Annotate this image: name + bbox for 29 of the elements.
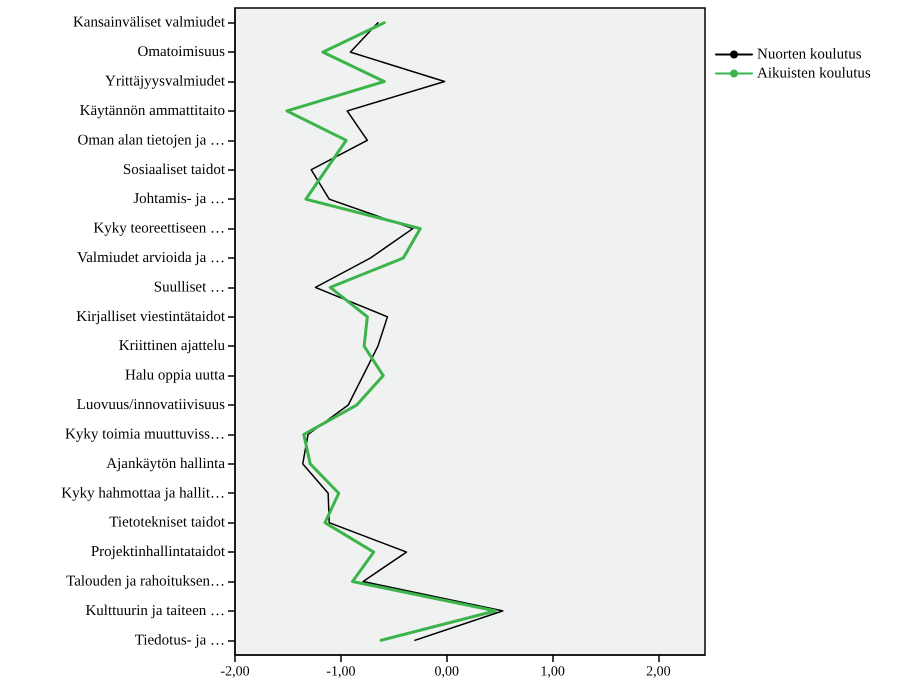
x-tick-label: -2,00 <box>220 664 250 680</box>
x-tick-label: 1,00 <box>540 664 565 680</box>
y-tick-label: Tiedotus- ja … <box>134 632 225 648</box>
y-tick-label: Omatoimisuus <box>137 44 226 60</box>
y-tick-label: Yrittäjyysvalmiudet <box>105 74 226 90</box>
y-tick-label: Valmiudet arvioida ja … <box>77 250 225 266</box>
legend-label: Nuorten koulutus <box>757 46 862 62</box>
y-tick-label: Luovuus/innovatiivisuus <box>76 397 226 414</box>
y-tick-label: Suulliset … <box>154 279 225 296</box>
y-tick-label: Käytännön ammattitaito <box>80 102 225 119</box>
y-tick-label: Tietotekniset taidot <box>109 514 226 531</box>
x-tick-label: 0,00 <box>434 664 459 680</box>
y-tick-label: Projektinhallintataidot <box>90 544 226 560</box>
y-tick-label: Ajankäytön hallinta <box>106 456 226 472</box>
y-tick-label: Kulttuurin ja taiteen … <box>85 602 225 619</box>
y-tick-label: Kyky toimia muuttuviss… <box>64 426 225 442</box>
x-tick-label: 2,00 <box>646 664 671 680</box>
y-tick-label: Talouden ja rahoituksen… <box>66 573 225 590</box>
legend-label: Aikuisten koulutus <box>757 66 871 82</box>
y-tick-label: Oman alan tietojen ja … <box>78 132 225 148</box>
y-tick-label: Sosiaaliset taidot <box>122 162 226 178</box>
y-tick-label: Johtamis- ja … <box>133 191 225 208</box>
y-tick-label: Kyky teoreettiseen … <box>93 220 225 237</box>
y-tick-label: Halu oppia uutta <box>125 368 226 384</box>
x-tick-label: -1,00 <box>326 664 356 680</box>
y-tick-label: Kriittinen ajattelu <box>118 338 226 354</box>
y-tick-label: Kirjalliset viestintätaidot <box>76 308 226 325</box>
y-tick-label: Kansainväliset valmiudet <box>72 14 226 31</box>
y-tick-label: Kyky hahmottaa ja hallit… <box>61 485 225 502</box>
